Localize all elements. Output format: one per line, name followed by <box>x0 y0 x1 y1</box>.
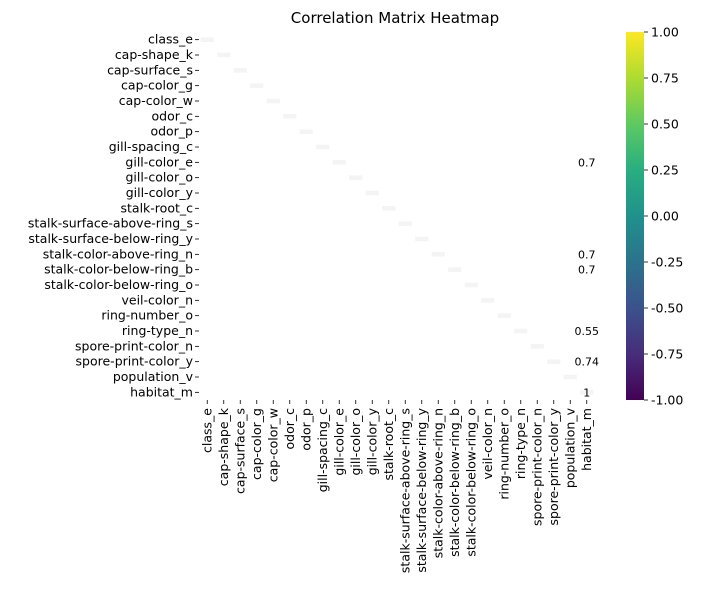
cell-annotation: 0.74 <box>575 356 600 369</box>
y-tick-label: gill-spacing_c <box>109 139 193 154</box>
heatmap-cell-diagonal <box>316 144 330 150</box>
x-tick-label: gill-color_y <box>364 407 379 475</box>
heatmap-cell-diagonal <box>233 68 247 73</box>
colorbar-tick-label: 0.50 <box>651 117 679 132</box>
heatmap-cell-diagonal <box>283 114 297 119</box>
x-tick-label: cap-surface_s <box>232 408 247 494</box>
x-tick-label: stalk-surface-below-ring_y <box>414 407 429 572</box>
plot-area <box>199 32 595 400</box>
x-tick-label: cap-color_w <box>265 408 280 482</box>
heatmap-cell-diagonal <box>398 221 412 226</box>
y-tick-label: stalk-color-above-ring_n <box>43 246 193 261</box>
cell-annotation: 0.7 <box>578 264 596 277</box>
colorbar-tick-label: -1.00 <box>651 393 683 408</box>
x-tick-label: cap-color_g <box>249 408 264 480</box>
y-tick-label: veil-color_n <box>122 292 194 307</box>
x-tick-label: stalk-color-above-ring_n <box>430 408 445 558</box>
colorbar-tick-label: 0.25 <box>651 163 679 178</box>
y-tick-label: stalk-color-below-ring_b <box>44 262 193 277</box>
x-tick-label: spore-print-color_y <box>546 407 561 525</box>
cell-annotation: 0.55 <box>575 325 600 338</box>
colorbar-tick-label: 0.00 <box>651 209 679 224</box>
colorbar-tick-label: -0.25 <box>651 255 683 270</box>
heatmap-cell-diagonal <box>514 328 528 334</box>
y-tick-label: spore-print-color_n <box>75 338 193 353</box>
x-axis: class_e cap-shape_k cap-surface_s cap-color… <box>199 400 594 573</box>
x-tick-label: gill-spacing_c <box>315 408 330 492</box>
cell-annotation: 0.7 <box>578 156 596 169</box>
heatmap-cell-diagonal <box>580 390 594 395</box>
y-tick-label: population_v <box>113 369 194 384</box>
y-tick-label: spore-print-color_y <box>76 354 194 369</box>
x-tick-label: stalk-color-below-ring_b <box>447 408 462 557</box>
y-tick-label: cap-color_w <box>119 93 193 108</box>
y-tick-label: odor_c <box>152 108 194 123</box>
heatmap-cell-diagonal <box>415 236 429 242</box>
x-tick-label: cap-shape_k <box>216 407 231 486</box>
heatmap-cell-diagonal <box>431 252 445 257</box>
y-tick-label: ring-type_n <box>122 323 193 338</box>
chart-title: Correlation Matrix Heatmap <box>291 9 499 27</box>
y-tick-label: cap-surface_s <box>107 62 193 77</box>
heatmap-cell-diagonal <box>349 175 363 180</box>
x-tick-label: odor_p <box>298 408 313 451</box>
y-axis: class_ecap-shape_kcap-surface_scap-color… <box>28 32 199 399</box>
heatmap-cell-diagonal <box>200 37 214 42</box>
colorbar-ticks: 1.00 0.75 0.50 0.25 0.00 -0.25 -0.50 -0.75 -1.00 <box>644 25 683 408</box>
colorbar-tick-label: 0.75 <box>651 71 679 86</box>
y-tick-label: class_e <box>148 32 193 47</box>
x-tick-label: stalk-color-below-ring_o <box>463 408 478 557</box>
heatmap-cell-diagonal <box>382 206 396 211</box>
x-tick-label: ring-number_o <box>496 408 511 500</box>
x-tick-label: stalk-root_c <box>381 408 396 481</box>
heatmap-cell-diagonal <box>448 267 462 272</box>
x-tick-label: odor_c <box>282 408 297 450</box>
x-tick-label: class_e <box>199 408 214 453</box>
x-tick-label: ring-type_n <box>513 408 528 479</box>
x-tick-label: gill-color_e <box>331 408 346 476</box>
heatmap-cell-diagonal <box>464 282 478 288</box>
colorbar-tick-label: -0.50 <box>651 301 683 316</box>
heatmap-cell-diagonal <box>481 298 495 303</box>
heatmap-cell-diagonal <box>217 52 231 58</box>
heatmap-cell-diagonal <box>530 344 544 349</box>
heatmap-cell-diagonal <box>266 98 280 104</box>
x-tick-label: stalk-surface-above-ring_s <box>397 408 412 573</box>
x-tick-label: veil-color_n <box>480 408 495 480</box>
heatmap-cells <box>200 37 594 395</box>
colorbar: 1.00 0.75 0.50 0.25 0.00 -0.25 -0.50 -0.75 -1.00 <box>626 25 683 408</box>
cell-annotation: 0.7 <box>578 248 596 261</box>
heatmap-cell-diagonal <box>563 374 577 380</box>
cell-annotations: 0.7 0.7 0.7 0.55 0.74 1 <box>575 156 600 399</box>
y-tick-label: gill-color_e <box>125 154 193 169</box>
y-tick-label: gill-color_y <box>126 185 194 200</box>
y-tick-label: ring-number_o <box>101 308 193 323</box>
y-tick-label: cap-color_g <box>121 78 193 93</box>
colorbar-gradient <box>626 32 644 400</box>
x-tick-label: population_v <box>562 407 577 488</box>
heatmap-cell-diagonal <box>547 359 561 364</box>
y-tick-label: gill-color_o <box>125 170 193 185</box>
x-tick-label: habitat_m <box>579 408 594 471</box>
y-tick-label: stalk-color-below-ring_o <box>44 277 193 292</box>
colorbar-tick-label: -0.75 <box>651 347 683 362</box>
x-tick-label: gill-color_o <box>348 408 363 476</box>
y-tick-label: odor_p <box>150 124 193 139</box>
heatmap-cell-diagonal <box>497 313 511 318</box>
y-tick-label: cap-shape_k <box>115 47 194 62</box>
y-tick-label: habitat_m <box>130 384 193 399</box>
heatmap-cell-diagonal <box>299 129 313 134</box>
heatmap-cell-diagonal <box>250 83 264 88</box>
colorbar-tick-label: 1.00 <box>651 25 679 40</box>
heatmap-cell-diagonal <box>332 160 346 165</box>
heatmap-cell-diagonal <box>365 190 379 196</box>
x-tick-label: spore-print-color_n <box>529 408 544 526</box>
y-tick-label: stalk-surface-above-ring_s <box>28 216 193 231</box>
y-tick-label: stalk-surface-below-ring_y <box>28 231 193 246</box>
cell-annotation: 1 <box>583 386 590 399</box>
y-tick-label: stalk-root_c <box>121 200 194 215</box>
